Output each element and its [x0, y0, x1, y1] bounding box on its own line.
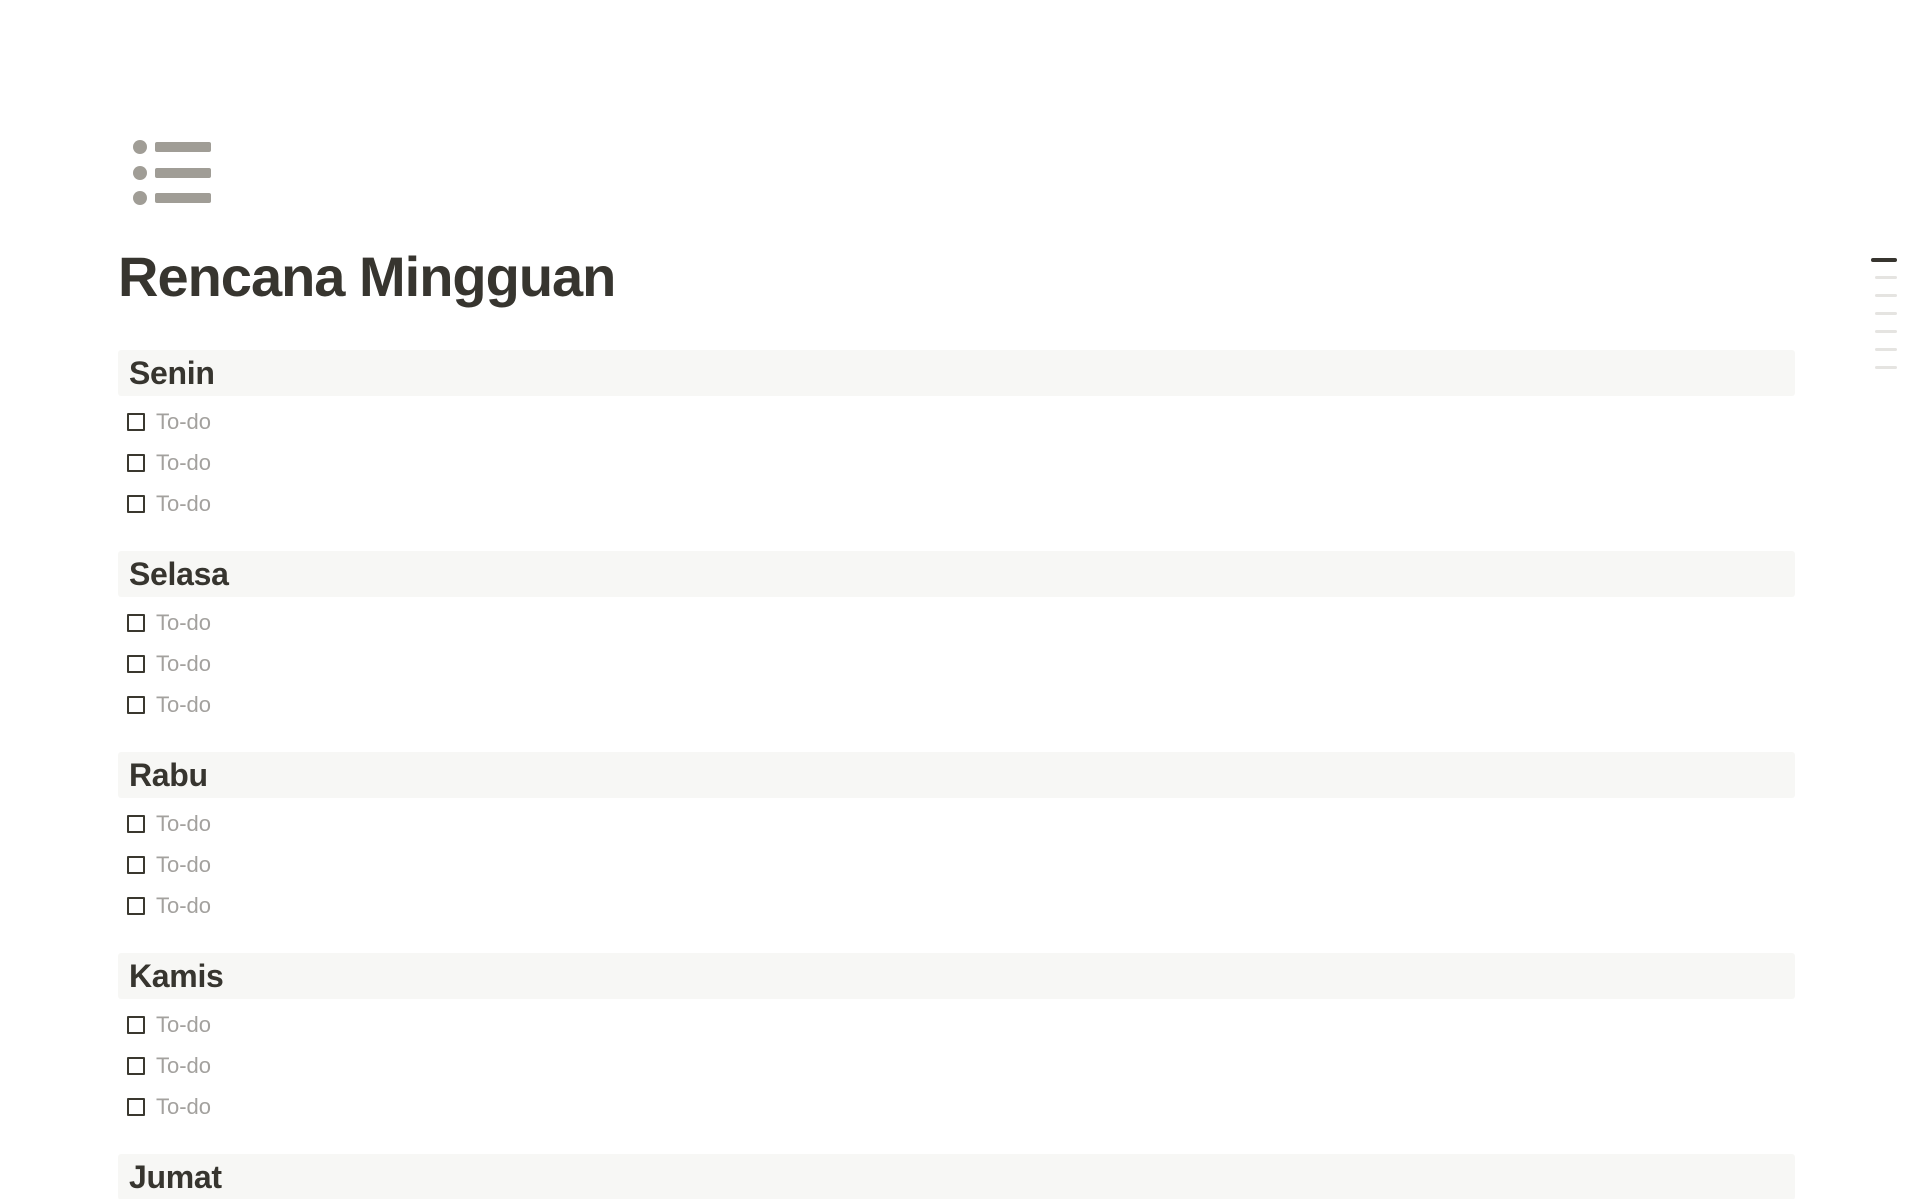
- todo-checkbox[interactable]: [127, 1097, 145, 1116]
- toc-line[interactable]: [1875, 330, 1897, 333]
- todo-item[interactable]: To-do: [118, 442, 1795, 483]
- todo-checkbox[interactable]: [127, 855, 145, 874]
- todo-list: To-do To-do To-do: [118, 803, 1795, 926]
- todo-list: To-do To-do To-do: [118, 1004, 1795, 1127]
- day-heading[interactable]: Senin: [118, 350, 1795, 396]
- todo-checkbox[interactable]: [127, 814, 145, 833]
- todo-label[interactable]: To-do: [156, 810, 212, 836]
- day-heading[interactable]: Jumat: [118, 1154, 1795, 1199]
- table-of-contents-indicator[interactable]: [1871, 258, 1897, 384]
- todo-item[interactable]: To-do: [118, 401, 1795, 442]
- day-heading-text: Jumat: [129, 1159, 222, 1195]
- todo-label[interactable]: To-do: [156, 892, 212, 918]
- todo-item[interactable]: To-do: [118, 803, 1795, 844]
- todo-checkbox[interactable]: [127, 695, 145, 714]
- todo-item[interactable]: To-do: [118, 643, 1795, 684]
- todo-item[interactable]: To-do: [118, 684, 1795, 725]
- toc-line[interactable]: [1875, 348, 1897, 351]
- todo-checkbox[interactable]: [127, 896, 145, 915]
- day-heading[interactable]: Kamis: [118, 953, 1795, 999]
- todo-label[interactable]: To-do: [156, 449, 212, 475]
- todo-checkbox[interactable]: [127, 613, 145, 632]
- todo-label[interactable]: To-do: [156, 1093, 212, 1119]
- todo-item[interactable]: To-do: [118, 885, 1795, 926]
- day-heading[interactable]: Rabu: [118, 752, 1795, 798]
- todo-list: To-do To-do To-do: [118, 602, 1795, 725]
- todo-item[interactable]: To-do: [118, 602, 1795, 643]
- todo-checkbox[interactable]: [127, 1056, 145, 1075]
- todo-label[interactable]: To-do: [156, 650, 212, 676]
- todo-label[interactable]: To-do: [156, 609, 212, 635]
- day-heading[interactable]: Selasa: [118, 551, 1795, 597]
- page-title[interactable]: Rencana Mingguan: [118, 245, 616, 308]
- todo-checkbox[interactable]: [127, 654, 145, 673]
- todo-list: To-do To-do To-do: [118, 401, 1795, 524]
- toc-line[interactable]: [1875, 366, 1897, 369]
- day-heading-text: Rabu: [129, 757, 208, 793]
- day-section-senin: Senin To-do To-do To-do: [118, 350, 1795, 524]
- day-section-selasa: Selasa To-do To-do To-do: [118, 551, 1795, 725]
- bulleted-list-icon: [133, 140, 211, 205]
- day-section-rabu: Rabu To-do To-do To-do: [118, 752, 1795, 926]
- todo-checkbox[interactable]: [127, 494, 145, 513]
- todo-item[interactable]: To-do: [118, 1004, 1795, 1045]
- todo-label[interactable]: To-do: [156, 851, 212, 877]
- todo-label[interactable]: To-do: [156, 691, 212, 717]
- day-heading-text: Kamis: [129, 958, 224, 994]
- page-icon-button[interactable]: [133, 139, 211, 206]
- day-heading-text: Senin: [129, 355, 215, 391]
- toc-line-active[interactable]: [1871, 258, 1897, 262]
- todo-label[interactable]: To-do: [156, 408, 212, 434]
- todo-checkbox[interactable]: [127, 1015, 145, 1034]
- todo-item[interactable]: To-do: [118, 1045, 1795, 1086]
- todo-checkbox[interactable]: [127, 453, 145, 472]
- day-section-kamis: Kamis To-do To-do To-do: [118, 953, 1795, 1127]
- todo-checkbox[interactable]: [127, 412, 145, 431]
- todo-item[interactable]: To-do: [118, 1086, 1795, 1127]
- todo-item[interactable]: To-do: [118, 844, 1795, 885]
- toc-line[interactable]: [1875, 276, 1897, 279]
- todo-label[interactable]: To-do: [156, 490, 212, 516]
- day-heading-text: Selasa: [129, 556, 229, 592]
- toc-line[interactable]: [1875, 294, 1897, 297]
- toc-line[interactable]: [1875, 312, 1897, 315]
- todo-label[interactable]: To-do: [156, 1011, 212, 1037]
- todo-label[interactable]: To-do: [156, 1052, 212, 1078]
- day-section-jumat: Jumat: [118, 1154, 1795, 1199]
- todo-item[interactable]: To-do: [118, 483, 1795, 524]
